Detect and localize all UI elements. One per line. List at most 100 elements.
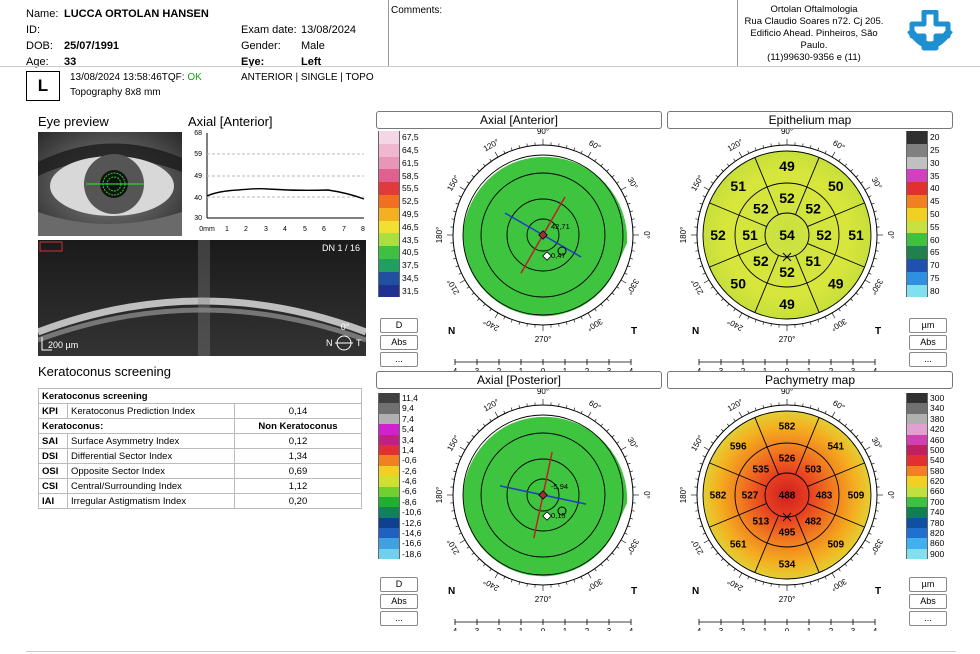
scale-label: 340 (930, 403, 945, 414)
angle-tick (738, 572, 743, 579)
scale-swatch (378, 156, 400, 170)
more-button[interactable]: ... (380, 611, 418, 626)
abs-button[interactable]: Abs (380, 594, 418, 609)
scale-label: 65 (930, 247, 940, 258)
mm-tick-label: 3 (851, 627, 856, 631)
oct-frame-counter: DN 1 / 16 (322, 243, 360, 253)
mm-tick-label: 2 (741, 367, 746, 371)
angle-label: 150° (689, 174, 705, 193)
angle-tick (697, 470, 701, 472)
sector-line (807, 202, 865, 227)
angle-tick (631, 478, 635, 480)
profile-ytick: 30 (194, 215, 202, 222)
scale-entry: 420 (906, 424, 944, 435)
thickness-fill (703, 411, 871, 579)
angle-tick (455, 265, 459, 268)
abs-button[interactable]: Abs (380, 335, 418, 350)
scale-swatch (378, 465, 400, 477)
scale-entry: 340 (906, 403, 945, 414)
angle-label: 300° (585, 317, 604, 333)
oct-scan-image: DN 1 / 16 200 µm 0° N T (38, 240, 366, 356)
sector-value: 513 (752, 517, 769, 528)
angle-tick (860, 286, 864, 289)
scale-entry: 20 (906, 131, 939, 144)
svg-text:2: 2 (244, 226, 248, 233)
scale-label: 37,5 (402, 260, 419, 271)
scale-swatch (378, 194, 400, 208)
scale-swatch (906, 528, 928, 539)
zone-ring (506, 458, 580, 532)
scale-entry: 58,5 (378, 169, 419, 183)
mm-tick-label: 1 (519, 367, 524, 371)
angle-tick (864, 539, 871, 544)
angle-label: 120° (482, 397, 501, 413)
scale-swatch (378, 476, 400, 487)
angle-tick (573, 407, 576, 411)
comments-label: Comments: (391, 5, 443, 16)
eye-preview-image (38, 132, 182, 236)
angle-tick (466, 181, 470, 184)
angle-tick (802, 403, 804, 407)
sector-value: 52 (779, 190, 795, 206)
d-button[interactable]: D (380, 577, 418, 592)
more-button[interactable]: ... (909, 611, 947, 626)
angle-label: 240° (726, 577, 745, 593)
eye-value: Left (301, 56, 322, 68)
angle-tick (702, 455, 706, 458)
angle-label: 240° (726, 317, 745, 333)
scale-swatch (906, 486, 928, 497)
angle-tick (810, 145, 812, 149)
mm-tick-label: 3 (851, 367, 856, 371)
scale-entry: 55,5 (378, 182, 419, 195)
angle-tick (489, 308, 492, 312)
angle-tick (620, 446, 627, 451)
scale-label: 500 (930, 444, 945, 455)
scale-label: -2,6 (402, 465, 417, 476)
scale-entry: 380 (906, 413, 944, 425)
angle-tick (566, 321, 568, 325)
abs-button[interactable]: Abs (909, 335, 947, 350)
sector-value: 534 (779, 560, 796, 571)
angle-tick (710, 181, 714, 184)
d-button[interactable]: D (380, 318, 418, 333)
temporal-label: T (875, 326, 881, 337)
um-button[interactable]: µm (909, 318, 947, 333)
profile-xticks: 1 2 3 4 5 6 7 8 (225, 226, 365, 233)
um-button[interactable]: µm (909, 577, 947, 592)
scale-entry: 11,4 (378, 393, 421, 404)
angle-tick (471, 174, 475, 178)
thickness-fill (703, 151, 871, 319)
angle-tick (844, 423, 848, 427)
angle-tick (710, 546, 714, 549)
abs-button[interactable]: Abs (909, 594, 947, 609)
angle-tick (762, 581, 764, 585)
angle-tick (871, 462, 875, 465)
scale-label: 900 (930, 548, 945, 559)
scale-swatch (906, 476, 928, 487)
angle-tick (702, 272, 706, 275)
keratoconus-title: Keratoconus screening (38, 364, 171, 379)
scale-label: -4,6 (402, 476, 417, 487)
temporal-label: T (631, 586, 637, 597)
sector-value: 495 (779, 528, 796, 539)
zone-ring (702, 150, 872, 320)
scale-swatch (378, 486, 400, 497)
scale-entry: 300 (906, 393, 944, 404)
scale-entry: 43,5 (378, 233, 419, 247)
angle-tick (629, 518, 633, 520)
more-button[interactable]: ... (909, 352, 947, 367)
angle-tick (864, 446, 871, 451)
profile-line (206, 187, 365, 200)
scale-swatch (906, 271, 928, 285)
more-button[interactable]: ... (380, 352, 418, 367)
scale-swatch (906, 284, 928, 298)
angle-tick (471, 292, 475, 296)
angle-label: 240° (482, 317, 501, 333)
angle-tick (587, 151, 592, 158)
angle-tick (871, 525, 875, 528)
scale-swatch (906, 444, 928, 456)
axial-anterior-map: 42,71 0,47 90° 60° 30° 0° 330° 300° 270° 240° 210°… (435, 129, 651, 371)
angle-tick (817, 319, 820, 323)
scale-entry: 50 (906, 207, 939, 221)
angle-tick (868, 272, 872, 275)
